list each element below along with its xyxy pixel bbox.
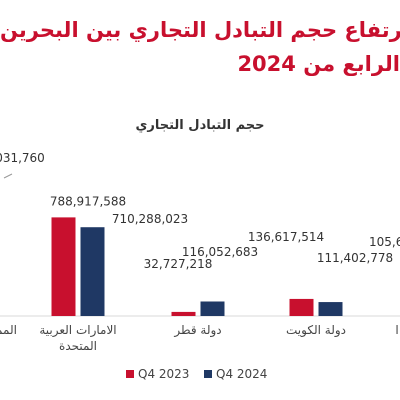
data-label: 710,288,023 [112, 212, 188, 226]
data-label: 111,402,778 [317, 251, 393, 265]
data-label: 32,727,218 [144, 257, 213, 271]
label-leader-line [3, 173, 13, 179]
bar-q4-2024-1 [80, 227, 105, 316]
bar-q4-2023-2 [171, 311, 196, 316]
headline-line-1: نسبة ارتفاع حجم التبادل التجاري بين البح… [0, 18, 400, 42]
category-tick-label: دولة قطر [173, 323, 221, 338]
category-tick-label: دولة الكويت [286, 323, 346, 338]
legend-label-1: Q4 2024 [216, 367, 267, 381]
bar-q4-2024-2 [200, 301, 225, 316]
category-tick-label: الامارات العربية [39, 323, 116, 338]
legend-swatch-0 [126, 370, 134, 378]
bar-q4-2024-3 [318, 302, 343, 316]
bar-q4-2023-3 [289, 298, 314, 316]
data-label: 136,617,514 [248, 230, 324, 244]
headline-line-2: الرابع من 2024 [237, 52, 400, 76]
category-tick-label: المتحدة [59, 339, 97, 353]
data-label: 116,052,683 [182, 245, 258, 259]
chart-title: حجم التبادل التجاري [135, 118, 265, 133]
bar-q4-2023-1 [51, 217, 76, 316]
category-tick-label: ا [395, 323, 398, 337]
legend-swatch-1 [204, 370, 212, 378]
category-tick-label: المم [0, 323, 17, 337]
legend-label-0: Q4 2023 [138, 367, 189, 381]
data-label: 105,67 [369, 235, 400, 249]
data-label: 788,917,588 [50, 194, 126, 208]
data-label: 031,760 [0, 151, 45, 165]
